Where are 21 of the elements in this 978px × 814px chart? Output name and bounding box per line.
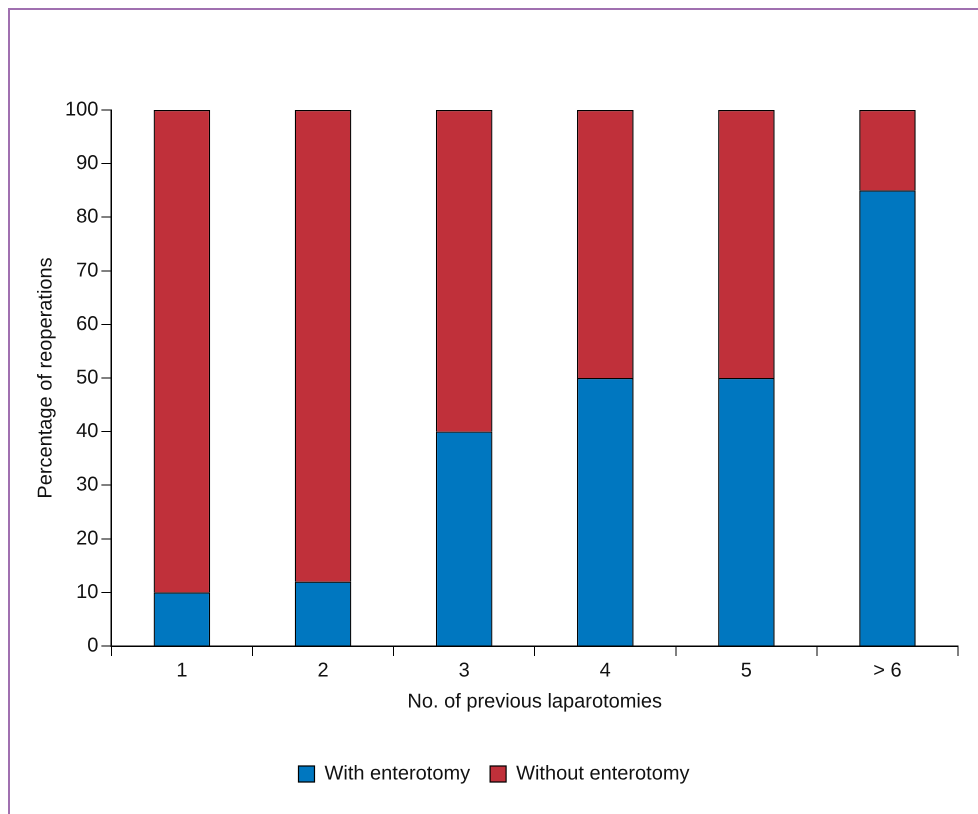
y-tick-label: 0: [87, 634, 98, 657]
y-tick-label: 50: [76, 366, 98, 389]
x-tick-label: 1: [176, 660, 188, 682]
x-axis-title: No. of previous laparotomies: [407, 690, 662, 713]
legend-label: With enterotomy: [324, 762, 470, 785]
legend-label: Without enterotomy: [516, 762, 690, 785]
x-tick-label: > 6: [873, 660, 902, 682]
x-tick-label: 3: [458, 660, 470, 682]
y-tick-label: 40: [76, 420, 98, 442]
x-tick-label: 5: [740, 660, 752, 682]
y-axis-title: Percentage of reoperations: [34, 257, 57, 499]
y-tick-label: 70: [76, 259, 98, 282]
y-tick-label: 100: [64, 98, 98, 121]
y-tick-label: 80: [76, 206, 98, 228]
y-tick-label: 30: [76, 474, 98, 496]
y-tick-label: 10: [76, 580, 98, 603]
x-tick-label: 4: [600, 660, 611, 682]
y-tick-label: 20: [76, 527, 98, 550]
y-tick-label: 90: [76, 152, 98, 174]
x-tick-label: 2: [317, 660, 329, 682]
y-tick-label: 60: [76, 312, 98, 335]
